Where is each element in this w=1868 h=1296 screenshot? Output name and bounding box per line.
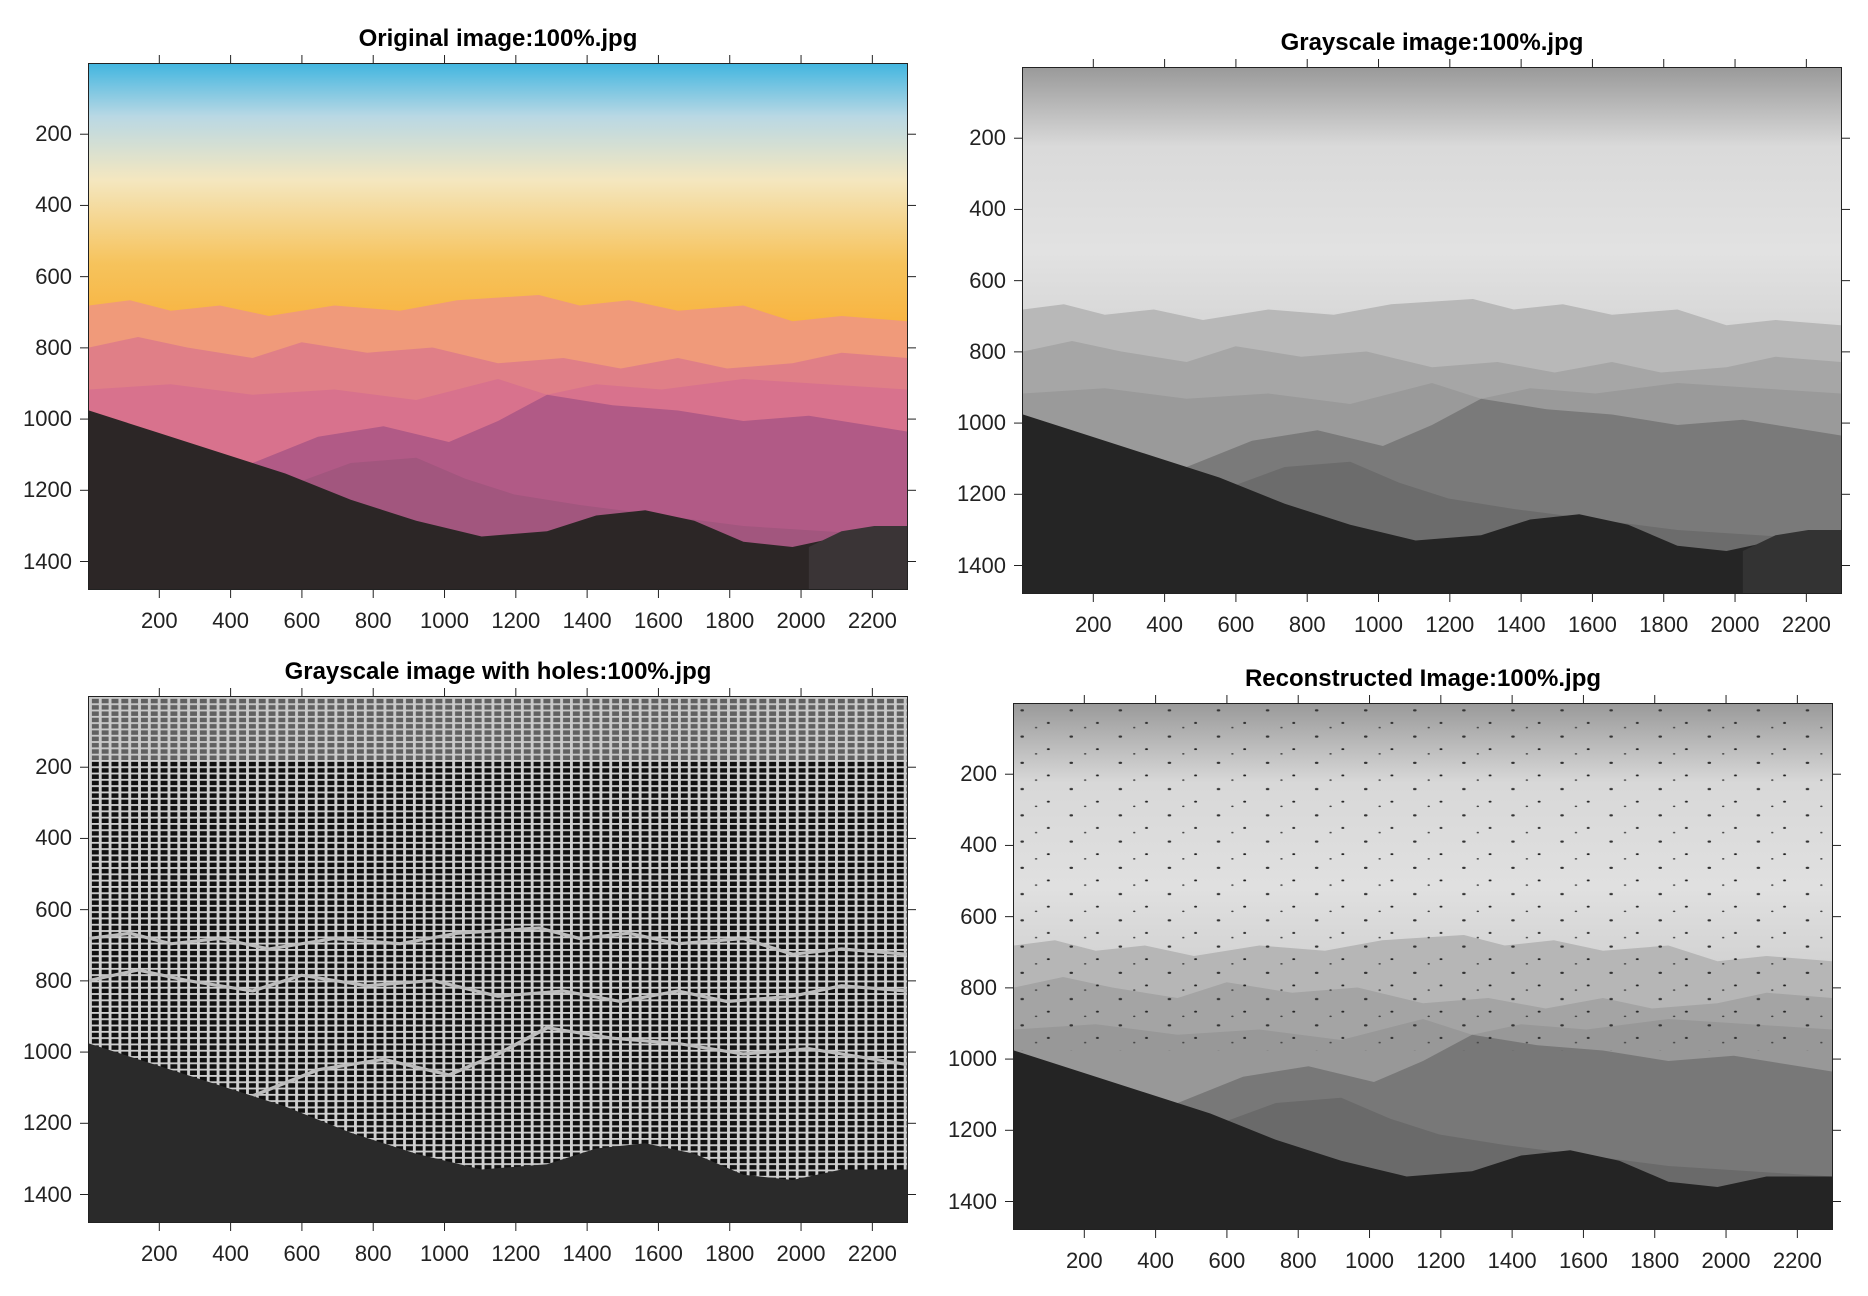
x-tick-label: 2200 <box>847 1241 897 1266</box>
x-tick-label: 400 <box>1146 612 1183 637</box>
x-tick-label: 600 <box>283 608 321 633</box>
x-tick-label: 200 <box>1065 1248 1103 1273</box>
x-tick-label: 200 <box>140 1241 178 1266</box>
panel-title: Grayscale image:100%.jpg <box>1280 29 1584 56</box>
y-tick-label: 1400 <box>948 1188 997 1214</box>
y-tick-label: 400 <box>960 832 997 858</box>
y-tick-label: 1000 <box>957 410 1006 436</box>
panel-original: Original image:100%.jpg <box>23 25 916 633</box>
y-tick-label: 1400 <box>23 1181 72 1207</box>
x-tick-label: 1600 <box>633 1241 683 1266</box>
panel-title: Original image:100%.jpg <box>358 25 638 52</box>
image-reconstructed <box>1013 703 1833 1230</box>
y-tick-label: 800 <box>969 338 1006 364</box>
y-tick-label: 600 <box>35 896 72 922</box>
x-tick-label: 1000 <box>420 608 469 633</box>
x-tick-label: 800 <box>1288 612 1326 637</box>
x-tick-label: 400 <box>212 1241 249 1266</box>
x-tick-label: 1400 <box>1487 1248 1537 1273</box>
panel-title: Reconstructed Image:100%.jpg <box>1244 665 1602 692</box>
y-tick-label: 200 <box>35 121 72 147</box>
x-tick-label: 2000 <box>776 608 826 633</box>
y-tick-label: 600 <box>960 903 997 929</box>
y-tick-label: 1000 <box>23 406 72 432</box>
x-tick-label: 1400 <box>562 608 612 633</box>
x-tick-label: 1800 <box>705 608 755 633</box>
x-tick-label: 1400 <box>562 1241 612 1266</box>
y-tick-label: 400 <box>35 192 72 218</box>
x-tick-label: 600 <box>1217 612 1255 637</box>
y-tick-label: 600 <box>35 263 72 289</box>
x-tick-label: 800 <box>354 1241 392 1266</box>
y-tick-label: 400 <box>969 196 1006 222</box>
y-tick-label: 800 <box>35 967 72 993</box>
x-tick-label: 800 <box>1279 1248 1317 1273</box>
y-tick-label: 1000 <box>948 1046 997 1072</box>
y-tick-label: 200 <box>969 125 1006 151</box>
x-tick-label: 1600 <box>1558 1248 1608 1273</box>
y-tick-label: 600 <box>969 267 1006 293</box>
x-tick-label: 1000 <box>420 1241 469 1266</box>
x-tick-label: 2000 <box>1701 1248 1751 1273</box>
x-tick-label: 1800 <box>1639 612 1689 637</box>
x-tick-label: 1000 <box>1345 1248 1394 1273</box>
y-tick-label: 1400 <box>23 548 72 574</box>
x-tick-label: 1200 <box>1425 612 1475 637</box>
x-tick-label: 1800 <box>1630 1248 1680 1273</box>
x-tick-label: 200 <box>1074 612 1112 637</box>
x-tick-label: 2200 <box>847 608 897 633</box>
image-grayscale <box>1022 67 1842 594</box>
panel-reconstructed: Reconstructed Image:100%.jpg <box>948 665 1841 1273</box>
y-tick-label: 1400 <box>957 552 1006 578</box>
x-tick-label: 1600 <box>1567 612 1617 637</box>
image-original <box>88 63 908 590</box>
x-tick-label: 1000 <box>1354 612 1403 637</box>
x-tick-label: 1800 <box>705 1241 755 1266</box>
y-tick-label: 1200 <box>957 481 1006 507</box>
x-tick-label: 1200 <box>491 1241 541 1266</box>
x-tick-label: 1200 <box>1416 1248 1466 1273</box>
x-tick-label: 2200 <box>1781 612 1831 637</box>
panel-title: Grayscale image with holes:100%.jpg <box>284 658 712 685</box>
panel-grayscale: Grayscale image:100%.jpg 200 400 600 80 <box>957 29 1850 637</box>
x-tick-label: 600 <box>1208 1248 1246 1273</box>
image-holes <box>88 696 908 1223</box>
panel-holes: Grayscale image with holes:100%.jpg 200 4… <box>23 658 916 1266</box>
y-tick-label: 1200 <box>23 477 72 503</box>
x-tick-label: 600 <box>283 1241 321 1266</box>
x-tick-label: 400 <box>212 608 249 633</box>
x-tick-label: 2000 <box>1710 612 1760 637</box>
y-tick-label: 1200 <box>23 1110 72 1136</box>
x-tick-label: 1600 <box>633 608 683 633</box>
y-tick-label: 800 <box>35 334 72 360</box>
x-tick-label: 2200 <box>1772 1248 1822 1273</box>
y-tick-label: 1000 <box>23 1039 72 1065</box>
y-tick-label: 200 <box>960 761 997 787</box>
x-tick-label: 200 <box>140 608 178 633</box>
y-tick-label: 800 <box>960 974 997 1000</box>
y-tick-label: 400 <box>35 825 72 851</box>
y-tick-label: 200 <box>35 754 72 780</box>
x-tick-label: 1400 <box>1496 612 1546 637</box>
x-tick-label: 800 <box>354 608 392 633</box>
x-tick-label: 1200 <box>491 608 541 633</box>
x-tick-label: 400 <box>1137 1248 1174 1273</box>
x-tick-label: 2000 <box>776 1241 826 1266</box>
y-tick-label: 1200 <box>948 1117 997 1143</box>
